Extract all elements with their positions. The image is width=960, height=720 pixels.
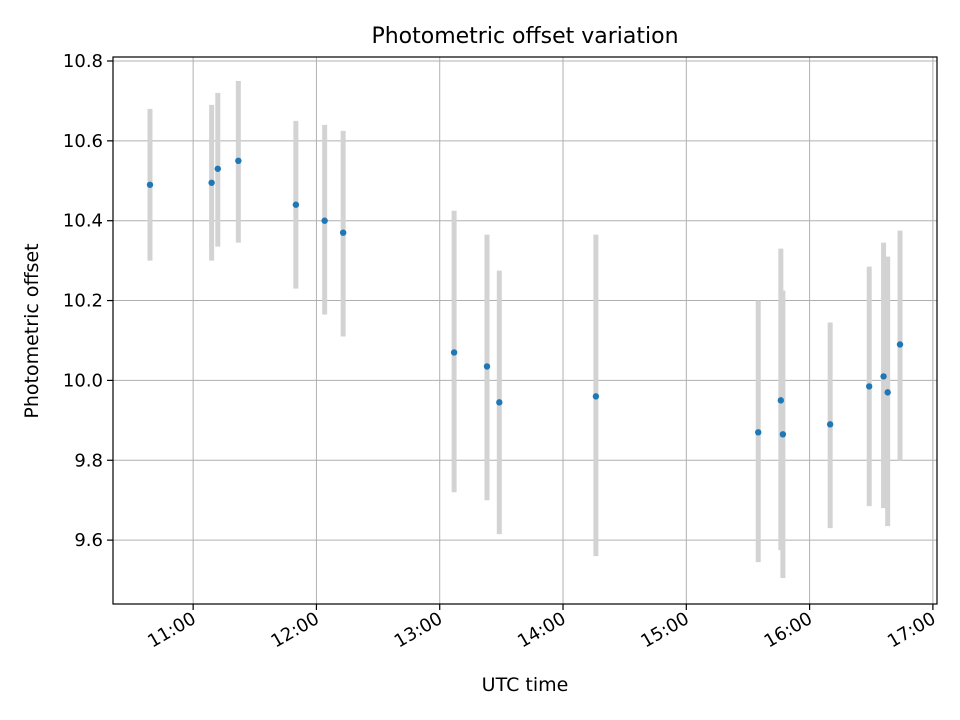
chart-title: Photometric offset variation — [371, 24, 678, 49]
y-tick-label: 10.0 — [63, 370, 103, 391]
data-point — [880, 373, 887, 380]
y-tick-label: 9.8 — [74, 450, 103, 471]
y-tick-label: 9.6 — [74, 530, 103, 551]
x-axis-label: UTC time — [482, 674, 569, 696]
data-point — [339, 229, 347, 236]
data-point — [755, 429, 762, 436]
y-axis-ticks: 9.6 9.8 10.0 10.2 10.4 10.6 10.8 — [63, 51, 113, 551]
y-tick-label: 10.6 — [63, 131, 103, 152]
y-axis-label: Photometric offset — [21, 243, 43, 418]
data-point — [826, 421, 834, 428]
data-points — [146, 157, 904, 438]
y-tick-label: 10.8 — [63, 51, 103, 72]
data-point — [292, 201, 300, 208]
plot-area — [113, 57, 937, 604]
data-point — [321, 217, 328, 224]
grid-lines — [113, 57, 937, 604]
data-point — [592, 393, 600, 400]
data-point — [214, 165, 221, 172]
data-point — [865, 383, 873, 390]
data-point — [235, 157, 242, 165]
plot-frame — [112, 56, 938, 605]
data-point — [450, 349, 458, 356]
data-point — [777, 397, 785, 404]
data-point — [896, 341, 904, 348]
y-tick-label: 10.4 — [63, 211, 103, 232]
data-point — [496, 399, 503, 406]
data-point — [884, 389, 891, 396]
y-tick-label: 10.2 — [63, 291, 103, 312]
data-point — [208, 179, 215, 186]
data-point — [483, 363, 491, 370]
data-point — [779, 431, 787, 438]
data-point — [146, 181, 154, 188]
